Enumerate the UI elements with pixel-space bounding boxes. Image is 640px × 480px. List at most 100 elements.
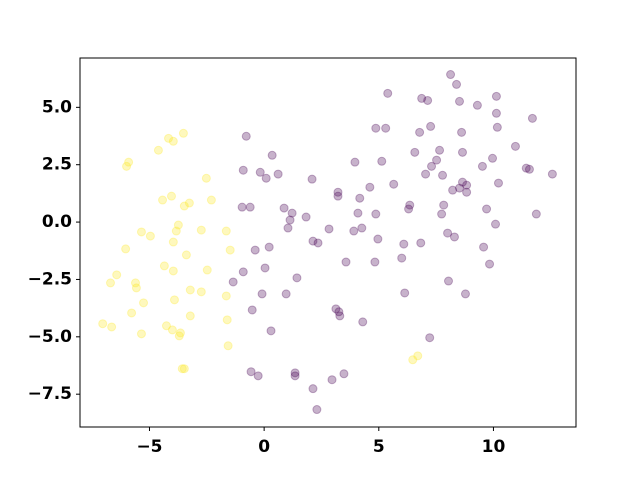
scatter-point	[136, 329, 146, 339]
scatter-point	[308, 384, 318, 394]
scatter-point	[399, 239, 409, 249]
scatter-point	[416, 238, 426, 248]
scatter-point	[122, 161, 132, 171]
scatter-point	[333, 187, 343, 197]
scatter-point	[279, 203, 289, 213]
scatter-point	[521, 163, 531, 173]
scatter-point	[371, 123, 381, 133]
scatter-point	[449, 232, 459, 242]
scatter-point	[455, 183, 465, 193]
scatter-point	[357, 223, 367, 233]
scatter-point	[139, 298, 149, 308]
scatter-point	[427, 161, 437, 171]
scatter-point	[238, 267, 248, 277]
scatter-point	[404, 204, 414, 214]
scatter-point	[185, 285, 195, 295]
scatter-point	[171, 226, 181, 236]
y-tick-label: 0.0	[42, 212, 72, 232]
scatter-point	[145, 231, 155, 241]
scatter-point	[283, 223, 293, 233]
y-tick-label: 5.0	[42, 97, 72, 117]
scatter-point	[383, 88, 393, 98]
scatter-point	[335, 311, 345, 321]
scatter-point	[349, 226, 359, 236]
scatter-point	[324, 224, 334, 234]
scatter-point	[455, 96, 465, 106]
scatter-point	[341, 257, 351, 267]
x-tick-label: 0	[258, 437, 270, 457]
scatter-point	[457, 127, 467, 137]
scatter-point	[112, 270, 122, 280]
scatter-point	[130, 278, 140, 288]
scatter-point	[421, 169, 431, 179]
scatter-point	[353, 208, 363, 218]
scatter-point	[462, 180, 472, 190]
scatter-point	[267, 150, 277, 160]
scatter-point	[177, 364, 187, 374]
scatter-point	[221, 291, 231, 301]
scatter-point	[426, 121, 436, 131]
scatter-point	[389, 179, 399, 189]
scatter-point	[201, 173, 211, 183]
scatter-point	[397, 253, 407, 263]
scatter-point	[444, 276, 454, 286]
scatter-point	[355, 193, 365, 203]
scatter-point	[246, 367, 256, 377]
scatter-point	[290, 368, 300, 378]
scatter-point	[488, 153, 498, 163]
scatter-point	[206, 195, 216, 205]
scatter-point	[405, 200, 415, 210]
scatter-point	[264, 242, 274, 252]
scatter-point	[107, 322, 117, 332]
scatter-point	[307, 174, 317, 184]
scatter-point	[333, 191, 343, 201]
scatter-point	[161, 321, 171, 331]
scatter-point	[255, 167, 265, 177]
scatter-point	[285, 215, 295, 225]
scatter-point	[124, 157, 134, 167]
scatter-point	[301, 212, 311, 222]
scatter-point	[179, 364, 189, 374]
scatter-point	[373, 234, 383, 244]
scatter-point	[415, 127, 425, 137]
scatter-point	[472, 100, 482, 110]
y-tick-label: 2.5	[42, 155, 72, 175]
scatter-point	[127, 308, 137, 318]
scatter-point	[312, 405, 322, 415]
scatter-point	[527, 113, 537, 123]
scatter-point	[492, 122, 502, 132]
scatter-point	[290, 371, 300, 381]
scatter-point	[410, 147, 420, 157]
x-tick-label: 10	[482, 437, 506, 457]
scatter-point	[437, 209, 447, 219]
scatter-point	[166, 191, 176, 201]
scatter-point	[327, 375, 337, 385]
scatter-point	[261, 173, 271, 183]
scatter-point	[266, 326, 276, 336]
scatter-point	[292, 273, 302, 283]
scatter-point	[438, 170, 448, 180]
scatter-point	[223, 341, 233, 351]
scatter-point	[181, 250, 191, 260]
scatter-point	[253, 371, 263, 381]
scatter-point	[169, 295, 179, 305]
scatter-point	[245, 202, 255, 212]
scatter-point	[257, 289, 267, 299]
scatter-point	[452, 79, 462, 89]
scatter-point	[462, 187, 472, 197]
scatter-point	[477, 161, 487, 171]
scatter-point	[435, 145, 445, 155]
scatter-point	[524, 164, 534, 174]
scatter-point	[241, 131, 251, 141]
plot-area	[98, 70, 557, 415]
scatter-point	[308, 236, 318, 246]
scatter-point	[446, 70, 456, 80]
y-tick-label: −2.5	[28, 269, 72, 289]
scatter-point	[247, 305, 257, 315]
scatter-point	[457, 147, 467, 157]
plot-frame	[79, 57, 577, 428]
scatter-point	[491, 108, 501, 118]
scatter-point	[531, 209, 541, 219]
scatter-point	[331, 304, 341, 314]
